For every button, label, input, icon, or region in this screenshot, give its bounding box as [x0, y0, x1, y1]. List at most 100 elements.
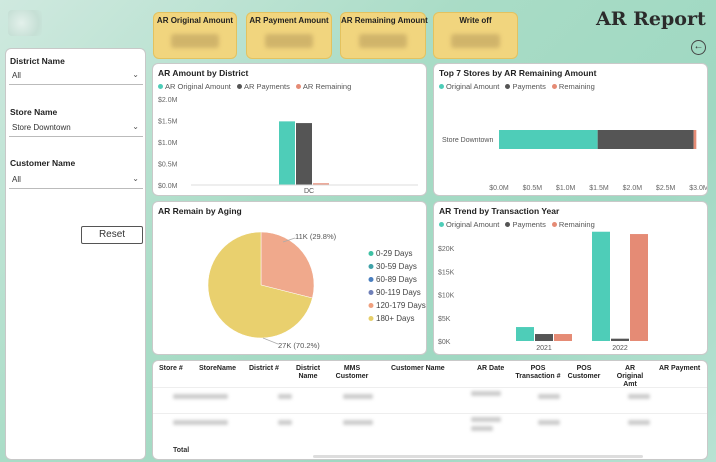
- legend-original: AR Original Amount: [165, 82, 231, 91]
- chart-legend: Original Amount Payments Remaining: [439, 220, 599, 229]
- kpi-value-redacted: [451, 34, 500, 48]
- company-logo: [8, 10, 42, 36]
- chart-title: AR Remain by Aging: [158, 206, 242, 216]
- y-tick-label: $1.5M: [158, 119, 178, 126]
- y-tick-label: Store Downtown: [442, 137, 493, 144]
- pie-slice-180-days[interactable]: [207, 231, 313, 339]
- stores-chart-card: Top 7 Stores by AR Remaining Amount Orig…: [433, 63, 708, 196]
- y-tick-label: $10K: [438, 293, 455, 300]
- page-title: AR Report: [596, 8, 706, 30]
- legend-dot: [368, 264, 374, 269]
- chart-legend: Original Amount Payments Remaining: [439, 82, 599, 91]
- x-tick-label: $0.5M: [523, 185, 543, 192]
- district-chart-card: AR Amount by District AR Original Amount…: [152, 63, 427, 196]
- x-tick-label: 2022: [612, 345, 628, 352]
- x-tick-label: $0.0M: [489, 185, 509, 192]
- legend-original: Original Amount: [446, 220, 500, 229]
- legend-remaining: AR Remaining: [302, 82, 352, 91]
- bar-original-amount[interactable]: [499, 130, 598, 149]
- legend-dot: [368, 290, 374, 295]
- district-dropdown[interactable]: All ⌄: [9, 70, 143, 85]
- legend-payments: Payments: [512, 220, 546, 229]
- col-header[interactable]: District #: [249, 365, 279, 372]
- bar-payments-2022[interactable]: [611, 338, 629, 341]
- x-tick-label: $1.5M: [589, 185, 609, 192]
- kpi-value-redacted: [171, 34, 219, 48]
- bar-remaining-2022[interactable]: [630, 234, 648, 341]
- col-header[interactable]: District Name: [295, 365, 321, 380]
- aging-chart-card: AR Remain by Aging 11K (29.8%) 27K (70.2%…: [152, 201, 427, 355]
- col-header[interactable]: AR Original Amt: [616, 365, 644, 388]
- trend-chart-svg: $20K $15K $10K $5K $0K 2021 2022: [438, 231, 648, 352]
- col-header[interactable]: POS Customer: [567, 365, 601, 380]
- bar-remaining[interactable]: [693, 130, 697, 149]
- filter-pane: District Name All ⌄ Store Name Store Dow…: [5, 48, 146, 460]
- chart-title: Top 7 Stores by AR Remaining Amount: [439, 68, 597, 78]
- trend-chart-card: AR Trend by Transaction Year Original Am…: [433, 201, 708, 355]
- y-tick-label: $0K: [438, 339, 451, 346]
- y-tick-label: $20K: [438, 246, 455, 253]
- legend-dot: [368, 316, 374, 321]
- legend-dot: [368, 277, 374, 282]
- legend-item: 90-119 Days: [376, 288, 421, 297]
- legend-dot: [368, 303, 374, 308]
- bar-ar-original-amount[interactable]: [279, 121, 295, 185]
- y-tick-label: $5K: [438, 316, 451, 323]
- chevron-down-icon: ⌄: [132, 122, 139, 131]
- table-horizontal-scrollbar[interactable]: [313, 455, 643, 458]
- kpi-ar-payment: AR Payment Amount: [246, 12, 332, 59]
- store-dropdown[interactable]: Store Downtown ⌄: [9, 122, 143, 137]
- bar-original-amount-2021[interactable]: [516, 327, 534, 341]
- kpi-label: AR Remaining Amount: [341, 16, 428, 25]
- legend-remaining: Remaining: [558, 220, 595, 229]
- x-tick-label: $2.5M: [656, 185, 676, 192]
- table-total-label: Total: [173, 447, 190, 454]
- legend-original: Original Amount: [446, 82, 500, 91]
- district-filter-label: District Name: [10, 56, 65, 66]
- x-tick-label: DC: [304, 188, 314, 195]
- y-tick-label: $15K: [438, 269, 455, 276]
- reset-button[interactable]: Reset: [81, 226, 143, 244]
- bar-original-amount-2022[interactable]: [592, 231, 610, 341]
- bar-payments-2021[interactable]: [535, 334, 553, 341]
- y-tick-label: $0.5M: [158, 162, 178, 169]
- bar-remaining-2021[interactable]: [554, 334, 572, 341]
- customer-dropdown-value: All: [12, 175, 21, 184]
- bar-ar-remaining[interactable]: [313, 183, 329, 185]
- aging-chart-svg: 11K (29.8%) 27K (70.2%) 0-29 Days 30-59 Day…: [207, 231, 426, 350]
- stores-chart-svg: $0.0M $0.5M $1.0M $1.5M $2.0M $2.5M $3.0M Store…: [442, 130, 707, 192]
- bar-ar-payments[interactable]: [296, 123, 312, 185]
- y-tick-label: $0.0M: [158, 183, 178, 190]
- chevron-down-icon: ⌄: [132, 70, 139, 79]
- pie-slice-120-179-days[interactable]: [260, 231, 315, 299]
- customer-dropdown[interactable]: All ⌄: [9, 174, 143, 189]
- bar-payments[interactable]: [597, 130, 694, 149]
- y-tick-label: $2.0M: [158, 97, 178, 104]
- label-leader-line: [282, 237, 296, 243]
- col-header[interactable]: Store #: [159, 365, 183, 372]
- slice-label-small: 11K (29.8%): [295, 232, 337, 241]
- legend-dot: [368, 251, 374, 256]
- col-header[interactable]: AR Payment: [659, 365, 701, 372]
- table-row[interactable]: [153, 413, 707, 431]
- legend-item: 60-89 Days: [376, 275, 417, 284]
- col-header[interactable]: Customer Name: [391, 365, 445, 372]
- kpi-ar-remaining: AR Remaining Amount: [340, 12, 428, 59]
- col-header[interactable]: MMS Customer: [335, 365, 369, 380]
- y-tick-label: $1.0M: [158, 140, 178, 147]
- col-header[interactable]: POS Transaction #: [515, 365, 561, 380]
- chart-title: AR Trend by Transaction Year: [439, 206, 560, 216]
- col-header[interactable]: StoreName: [199, 365, 236, 372]
- table-row[interactable]: [153, 387, 707, 403]
- district-dropdown-value: All: [12, 71, 21, 80]
- store-dropdown-value: Store Downtown: [12, 123, 71, 132]
- kpi-label: AR Payment Amount: [249, 16, 329, 25]
- col-header[interactable]: AR Date: [477, 365, 505, 372]
- chart-legend: AR Original Amount AR Payments AR Remain…: [158, 82, 355, 91]
- legend-item: 30-59 Days: [376, 262, 417, 271]
- back-arrow-icon[interactable]: ←: [691, 40, 706, 55]
- kpi-value-redacted: [358, 34, 408, 48]
- x-tick-label: $1.0M: [556, 185, 576, 192]
- legend-payments: AR Payments: [243, 82, 290, 91]
- legend-item: 120-179 Days: [376, 301, 426, 310]
